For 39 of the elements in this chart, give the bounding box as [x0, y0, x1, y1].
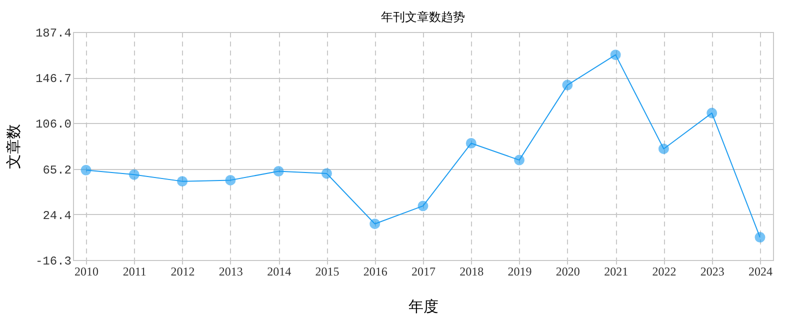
x-tick-label: 2016: [363, 264, 388, 278]
point: [177, 176, 188, 187]
x-tick-label: 2021: [604, 264, 628, 278]
x-tick-label: 2010: [74, 264, 98, 278]
point: [562, 80, 573, 90]
y-tick-label: -16.3: [35, 254, 72, 268]
y-tick-label: 106.0: [35, 118, 72, 132]
point: [658, 144, 669, 154]
x-tick-label: 2023: [700, 264, 724, 278]
y-tick-label: 24.4: [42, 208, 72, 223]
x-tick-label: 2020: [556, 264, 580, 278]
x-tick-label: 2017: [412, 264, 436, 278]
y-tick-label: 65.2: [42, 163, 72, 178]
x-tick-label: 2018: [460, 264, 484, 278]
point: [706, 108, 718, 118]
y-axis-title: 文章数: [5, 124, 22, 169]
x-tick-label: 2022: [652, 264, 676, 278]
chart-title: 年刊文章数趋势: [381, 10, 465, 24]
point: [80, 164, 92, 176]
point: [370, 218, 380, 230]
x-tick-label: 2012: [170, 264, 195, 278]
point: [754, 232, 766, 243]
x-axis-title: 年度: [408, 298, 438, 316]
x-tick-label: 2019: [508, 264, 532, 278]
point: [128, 169, 140, 180]
point: [514, 154, 525, 166]
y-tick-label: 187.4: [35, 26, 72, 40]
point: [466, 138, 476, 148]
point: [610, 50, 621, 60]
x-tick-label: 2013: [218, 264, 243, 278]
x-tick-label: 2024: [748, 264, 772, 278]
y-tick-label: 146.7: [35, 72, 72, 86]
x-tick-label: 2015: [315, 264, 340, 278]
point: [225, 174, 236, 186]
x-tick-label: 2014: [267, 264, 292, 278]
point: [418, 200, 428, 212]
point: [321, 168, 332, 179]
x-tick-label: 2011: [122, 264, 146, 278]
point: [273, 166, 284, 176]
